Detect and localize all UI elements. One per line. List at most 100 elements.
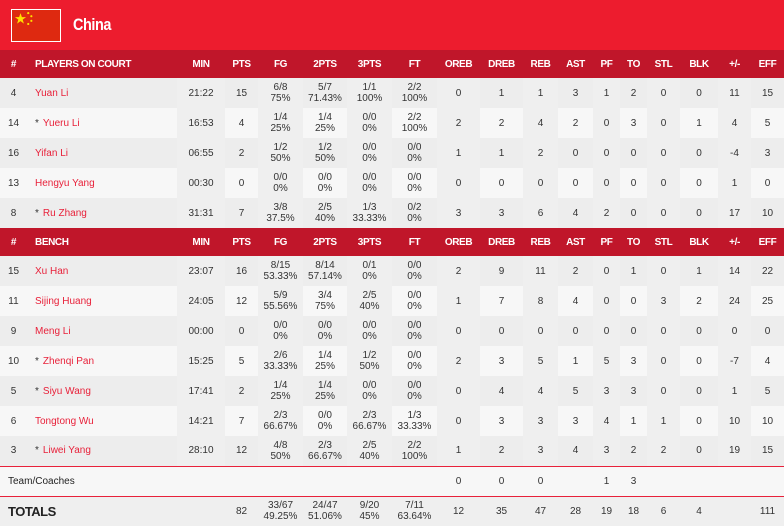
ft-made-attempted: 1/3 xyxy=(407,410,422,421)
col-header[interactable]: BLK xyxy=(680,50,718,78)
col-header[interactable]: PF xyxy=(593,228,620,256)
player-name-link[interactable]: Liwei Yang xyxy=(42,445,91,457)
player-name-link[interactable]: Siyu Wang xyxy=(42,385,91,397)
player-name-link[interactable]: Tongtong Wu xyxy=(35,415,94,427)
pm-cell: 4 xyxy=(718,108,751,138)
col-header[interactable]: OREB xyxy=(437,50,480,78)
p2-cell: 2/3 66.67% xyxy=(303,436,347,466)
to-cell: 2 xyxy=(620,78,647,108)
col-header[interactable]: +/- xyxy=(718,228,751,256)
player-row: 16 Yifan Li 06:55 2 1/2 50% 1/2 50% 0/0 0% 0/0 0% 1 1… xyxy=(0,138,784,168)
col-header[interactable]: 3PTS xyxy=(347,50,392,78)
fg-cell: 5/9 55.56% xyxy=(258,286,303,316)
to-cell: 0 xyxy=(620,168,647,198)
col-header[interactable]: 3PTS xyxy=(347,228,392,256)
to-cell: 1 xyxy=(620,406,647,436)
ft-cell: 2/2 100% xyxy=(392,436,437,466)
col-header[interactable]: EFF xyxy=(751,228,784,256)
col-header[interactable]: PTS xyxy=(225,228,258,256)
col-header[interactable]: FT xyxy=(392,50,437,78)
reb-cell: 0 xyxy=(523,316,558,346)
col-header[interactable]: STL xyxy=(647,50,680,78)
min-cell xyxy=(177,465,225,496)
ft-cell: 0/2 0% xyxy=(392,198,437,228)
dreb-cell: 35 xyxy=(480,495,523,526)
player-row: 6 Tongtong Wu 14:21 7 2/3 66.67% 0/0 0% 2/3 66.67… xyxy=(0,406,784,436)
col-header[interactable]: FT xyxy=(392,228,437,256)
player-name-link[interactable]: Yuan Li xyxy=(35,87,69,99)
p2-made-attempted: 2/5 xyxy=(318,202,332,213)
col-header[interactable]: BLK xyxy=(680,228,718,256)
col-header[interactable]: FG xyxy=(258,228,303,256)
ast-cell: 1 xyxy=(558,346,593,376)
col-header[interactable]: EFF xyxy=(751,50,784,78)
col-header[interactable]: OREB xyxy=(437,228,480,256)
pm-cell xyxy=(718,495,751,526)
dreb-cell: 3 xyxy=(480,406,523,436)
p3-percentage: 40% xyxy=(359,450,380,462)
fg-percentage: 37.5% xyxy=(266,213,295,224)
p3-cell: 2/5 40% xyxy=(347,436,392,466)
p3-made-attempted: 1/3 xyxy=(362,202,377,213)
col-header[interactable]: STL xyxy=(647,228,680,256)
ft-percentage: 33.33% xyxy=(397,421,432,432)
player-name-link[interactable]: Meng Li xyxy=(35,325,71,337)
dreb-cell: 0 xyxy=(480,465,523,496)
col-header[interactable]: MIN xyxy=(177,50,225,78)
player-name-link[interactable]: Hengyu Yang xyxy=(35,177,95,189)
col-header[interactable]: MIN xyxy=(177,228,225,256)
col-header[interactable]: +/- xyxy=(718,50,751,78)
col-header[interactable]: 2PTS xyxy=(303,228,347,256)
player-row: 4 Yuan Li 21:22 15 6/8 75% 5/7 71.43% 1/1 100% 2/2… xyxy=(0,78,784,108)
pm-cell: 24 xyxy=(718,286,751,316)
blk-cell: 2 xyxy=(680,286,718,316)
col-header[interactable]: REB xyxy=(523,50,558,78)
p3-made-attempted: 0/0 xyxy=(362,112,377,123)
col-header[interactable]: PTS xyxy=(225,50,258,78)
ast-cell: 3 xyxy=(558,78,593,108)
p3-made-attempted: 0/0 xyxy=(362,380,377,391)
player-name-link[interactable]: Xu Han xyxy=(35,265,69,277)
to-cell: 1 xyxy=(620,256,647,286)
col-header[interactable]: TO xyxy=(620,228,647,256)
p3-made-attempted: 0/0 xyxy=(362,142,377,153)
col-header[interactable]: REB xyxy=(523,228,558,256)
p3-percentage: 0% xyxy=(362,391,377,402)
player-name-link[interactable]: Zhenqi Pan xyxy=(42,355,95,367)
p2-percentage: 25% xyxy=(314,123,335,134)
col-header[interactable]: 2PTS xyxy=(303,50,347,78)
player-name-link[interactable]: Ru Zhang xyxy=(42,207,87,219)
col-header[interactable]: FG xyxy=(258,50,303,78)
player-name-link[interactable]: Yueru Li xyxy=(42,117,80,129)
col-header[interactable]: AST xyxy=(558,50,593,78)
player-name-cell: Xu Han xyxy=(27,256,177,286)
ast-cell: 4 xyxy=(558,198,593,228)
player-name-link[interactable]: Sijing Huang xyxy=(35,295,92,307)
ft-cell: 0/0 0% xyxy=(392,138,437,168)
p2-percentage: 57.14% xyxy=(308,271,342,282)
p3-percentage: 66.67% xyxy=(352,421,387,432)
col-header[interactable]: DREB xyxy=(480,50,523,78)
p3-cell: 0/0 0% xyxy=(347,108,392,138)
p3-cell: 0/1 0% xyxy=(347,256,392,286)
totals-row: TOTALS 82 33/67 49.25% 24/47 51.06% 9/20 45% 7/1… xyxy=(0,495,784,526)
fg-percentage: 66.67% xyxy=(263,421,298,432)
col-header[interactable]: TO xyxy=(620,50,647,78)
pf-cell: 0 xyxy=(593,138,620,168)
reb-cell: 2 xyxy=(523,138,558,168)
fg-percentage: 53.33% xyxy=(263,271,298,282)
to-cell: 0 xyxy=(620,286,647,316)
min-cell: 15:25 xyxy=(177,346,225,376)
pts-cell: 12 xyxy=(225,436,258,466)
p2-cell: 1/4 25% xyxy=(303,108,347,138)
dreb-cell: 3 xyxy=(480,346,523,376)
eff-cell: 25 xyxy=(751,286,784,316)
blk-cell: 0 xyxy=(680,138,718,168)
col-header[interactable]: AST xyxy=(558,228,593,256)
blk-cell: 1 xyxy=(680,256,718,286)
col-header[interactable]: DREB xyxy=(480,228,523,256)
pm-cell: 17 xyxy=(718,198,751,228)
col-header[interactable]: PF xyxy=(593,50,620,78)
player-name-link[interactable]: Yifan Li xyxy=(35,147,68,159)
ft-made-attempted: 0/0 xyxy=(407,350,422,361)
